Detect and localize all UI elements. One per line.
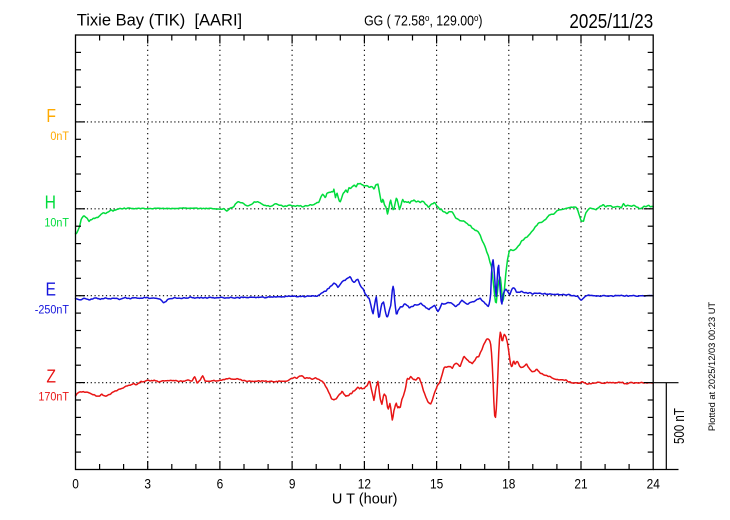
svg-text:10nT: 10nT <box>44 217 69 230</box>
svg-text:0nT: 0nT <box>50 130 69 143</box>
svg-text:-250nT: -250nT <box>35 304 69 317</box>
svg-text:Tixie Bay (TIK) [AARI]: Tixie Bay (TIK) [AARI] <box>77 12 242 30</box>
svg-text:2025/11/23: 2025/11/23 <box>569 10 653 33</box>
svg-text:0: 0 <box>72 475 79 491</box>
svg-text:Z: Z <box>46 365 56 387</box>
svg-text:GG ( 72.58o, 129.00o): GG ( 72.58o, 129.00o) <box>364 12 482 28</box>
svg-text:Plotted at 2025/12/03 00:23 UT: Plotted at 2025/12/03 00:23 UT <box>707 302 717 432</box>
svg-text:15: 15 <box>430 475 443 491</box>
svg-text:E: E <box>46 278 56 300</box>
svg-text:18: 18 <box>502 475 515 491</box>
svg-text:170nT: 170nT <box>38 391 69 404</box>
svg-text:24: 24 <box>647 475 660 491</box>
svg-text:U T (hour): U T (hour) <box>332 491 398 507</box>
svg-text:H: H <box>45 191 56 213</box>
svg-text:500 nT: 500 nT <box>671 408 688 444</box>
svg-text:6: 6 <box>217 475 224 491</box>
svg-text:F: F <box>46 105 56 127</box>
svg-text:3: 3 <box>144 475 151 491</box>
svg-text:9: 9 <box>289 475 296 491</box>
svg-text:21: 21 <box>574 475 587 491</box>
svg-text:12: 12 <box>358 475 371 491</box>
